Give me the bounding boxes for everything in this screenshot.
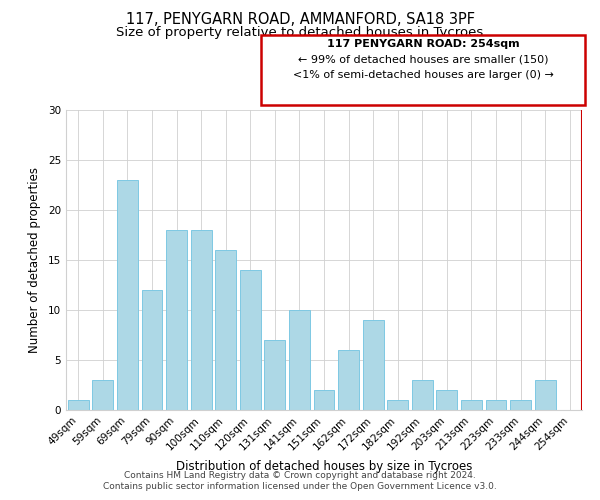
Bar [215, 250, 236, 410]
Bar [387, 400, 408, 410]
Text: <1% of semi-detached houses are larger (0) →: <1% of semi-detached houses are larger (… [293, 70, 553, 80]
Text: 117, PENYGARN ROAD, AMMANFORD, SA18 3PF: 117, PENYGARN ROAD, AMMANFORD, SA18 3PF [125, 12, 475, 28]
Bar [510, 400, 531, 410]
Bar [338, 350, 359, 410]
Bar [461, 400, 482, 410]
Text: Contains public sector information licensed under the Open Government Licence v3: Contains public sector information licen… [103, 482, 497, 491]
Bar [142, 290, 163, 410]
X-axis label: Distribution of detached houses by size in Tycroes: Distribution of detached houses by size … [176, 460, 472, 473]
Bar [240, 270, 261, 410]
Bar [535, 380, 556, 410]
Text: 117 PENYGARN ROAD: 254sqm: 117 PENYGARN ROAD: 254sqm [326, 39, 520, 49]
Text: ← 99% of detached houses are smaller (150): ← 99% of detached houses are smaller (15… [298, 55, 548, 65]
Bar [166, 230, 187, 410]
Bar [362, 320, 383, 410]
Bar [68, 400, 89, 410]
Bar [191, 230, 212, 410]
Text: Size of property relative to detached houses in Tycroes: Size of property relative to detached ho… [116, 26, 484, 39]
Bar [117, 180, 138, 410]
Text: Contains HM Land Registry data © Crown copyright and database right 2024.: Contains HM Land Registry data © Crown c… [124, 471, 476, 480]
Bar [412, 380, 433, 410]
Bar [436, 390, 457, 410]
Bar [265, 340, 286, 410]
Bar [485, 400, 506, 410]
Bar [92, 380, 113, 410]
Bar [314, 390, 334, 410]
Bar [289, 310, 310, 410]
Y-axis label: Number of detached properties: Number of detached properties [28, 167, 41, 353]
